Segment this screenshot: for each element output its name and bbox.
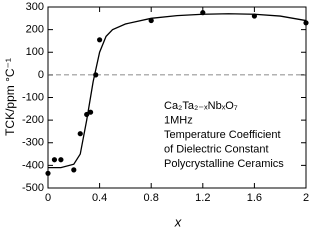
data-point — [87, 109, 94, 115]
annotation: of Dielectric Constant — [164, 143, 269, 155]
y-tick-label: -300 — [22, 137, 44, 149]
y-tick-label: -400 — [22, 159, 44, 171]
x-axis-label: x — [174, 214, 182, 229]
x-tick-label: 0.4 — [92, 192, 107, 204]
data-point — [251, 13, 257, 19]
data-point — [200, 10, 206, 16]
x-tick-label: 0.8 — [144, 192, 159, 204]
chart: x TCK/ppm °C⁻¹ 300 200 100 0 -100 -200 -300 -40… — [3, 1, 309, 230]
x-tick-label: 2 — [303, 192, 309, 204]
annotation: Ca₂Ta₂₋ₓNbₓO₇ — [164, 100, 238, 112]
annotation: Polycrystalline Ceramics — [164, 158, 284, 170]
annotation: 1MHz — [164, 114, 193, 126]
data-point — [84, 111, 90, 118]
data-point — [71, 167, 77, 173]
data-point — [58, 157, 64, 163]
data-point — [303, 20, 309, 26]
x-tick-label: 1.2 — [195, 192, 210, 204]
y-tick-label: 0 — [38, 69, 44, 81]
data-point — [77, 131, 83, 137]
data-point — [97, 37, 103, 43]
x-tick-label: 1.6 — [247, 192, 262, 204]
y-tick-label: -500 — [22, 182, 44, 194]
y-axis-label: TCK/ppm °C⁻¹ — [3, 58, 17, 136]
data-point — [148, 17, 154, 24]
data-point — [45, 170, 51, 176]
y-tick-label: -100 — [22, 91, 44, 103]
y-tick-label: 300 — [26, 1, 44, 13]
y-tick-label: 100 — [26, 46, 44, 58]
fit-line — [48, 13, 307, 169]
y-tick-label: 200 — [26, 24, 44, 36]
data-point — [51, 157, 58, 163]
annotation: Temperature Coefficient — [164, 129, 281, 141]
x-tick-label: 0 — [45, 192, 51, 204]
y-tick-label: -200 — [22, 114, 44, 126]
data-point — [93, 72, 99, 78]
